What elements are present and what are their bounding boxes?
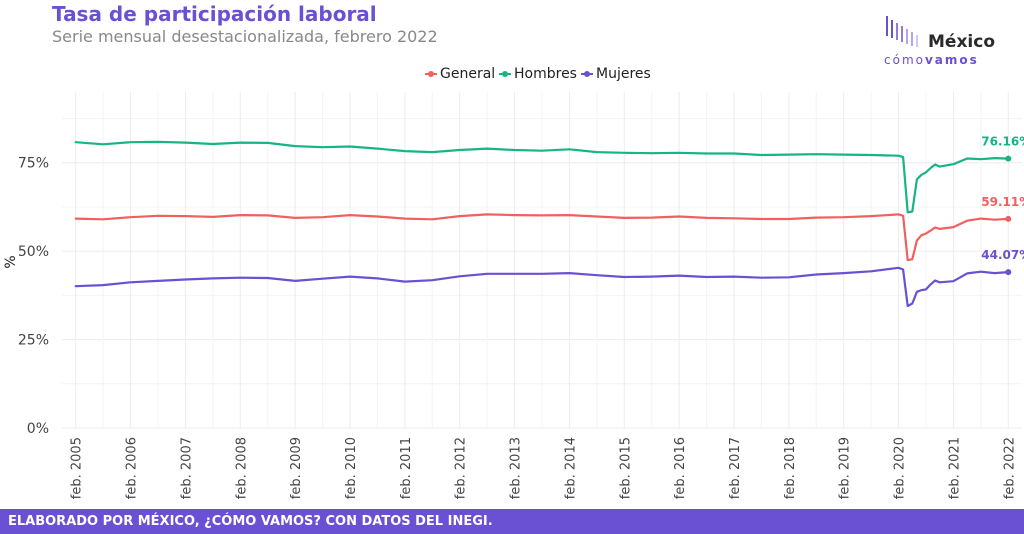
x-tick-label: feb. 2019 (838, 437, 853, 499)
x-tick-label: feb. 2006 (125, 437, 140, 499)
line-chart: 0% 25% 50% 75% feb. 2005 feb. 2006 feb. 2007 fe… (3, 92, 1024, 499)
x-tick-label: feb. 2013 (509, 437, 524, 499)
logo-tagline: cómovamos (884, 53, 979, 67)
logo-tagline-suffix: vamos (924, 53, 979, 67)
series-line-hombres (74, 140, 1010, 214)
series-end-point-general (1005, 215, 1012, 222)
legend-label-mujeres: Mujeres (596, 66, 651, 82)
x-tick-label: feb. 2018 (783, 437, 798, 499)
data-label-general: 59.11% (981, 195, 1024, 209)
x-tick-label: feb. 2011 (399, 437, 414, 499)
chart-legend: General Hombres Mujeres (0, 64, 1024, 84)
x-tick-label: feb. 2022 (1002, 437, 1017, 499)
series-line-mujeres (74, 266, 1010, 308)
y-tick-label: 25% (18, 333, 49, 349)
x-tick-label: feb. 2007 (179, 437, 194, 499)
page-title: Tasa de participación laboral (52, 2, 377, 26)
footer-bar: ELABORADO POR MÉXICO, ¿CÓMO VAMOS? CON D… (0, 509, 1024, 534)
series-end-point-mujeres (1005, 269, 1012, 276)
logo-name: México (928, 32, 995, 52)
x-tick-label: feb. 2020 (893, 437, 908, 499)
x-tick-label: feb. 2010 (344, 437, 359, 499)
mexico-como-vamos-logo: México cómovamos (884, 14, 995, 70)
legend-swatch-mujeres (581, 68, 593, 80)
series-line-general (74, 213, 1010, 262)
y-tick-label: 0% (27, 421, 49, 437)
data-label-mujeres: 44.07% (981, 248, 1024, 262)
x-tick-label: feb. 2008 (234, 437, 249, 499)
x-tick-label: feb. 2021 (947, 437, 962, 499)
legend-label-hombres: Hombres (514, 66, 577, 82)
x-tick-label: feb. 2015 (618, 437, 633, 499)
x-tick-label: feb. 2016 (673, 437, 688, 499)
x-tick-label: feb. 2017 (728, 437, 743, 499)
y-axis-label: % (3, 255, 19, 268)
x-tick-label: feb. 2005 (70, 437, 85, 499)
page-subtitle: Serie mensual desestacionalizada, febrer… (52, 27, 438, 46)
y-tick-label: 50% (18, 244, 49, 260)
legend-item-hombres: Hombres (499, 64, 577, 84)
x-tick-label: feb. 2009 (289, 437, 304, 499)
legend-item-mujeres: Mujeres (581, 64, 651, 84)
x-tick-label: feb. 2012 (454, 437, 469, 499)
footer-credit: ELABORADO POR MÉXICO, ¿CÓMO VAMOS? CON D… (8, 514, 493, 529)
legend-swatch-hombres (499, 68, 511, 80)
x-tick-label: feb. 2014 (563, 437, 578, 499)
legend-swatch-general (425, 68, 437, 80)
logo-bars-icon (886, 16, 918, 47)
y-tick-label: 75% (18, 156, 49, 172)
logo-tagline-prefix: cómo (884, 53, 925, 67)
series-end-point-hombres (1005, 155, 1012, 162)
data-label-hombres: 76.16% (981, 135, 1024, 149)
legend-item-general: General (425, 64, 495, 84)
legend-label-general: General (440, 66, 496, 82)
